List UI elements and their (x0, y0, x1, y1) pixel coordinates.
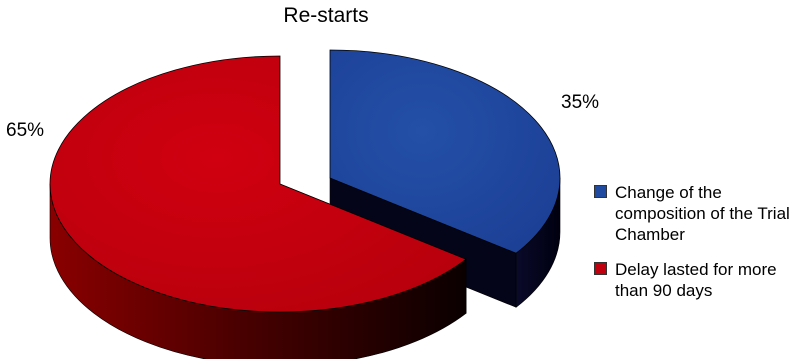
legend-swatch-red (594, 262, 607, 275)
slice-label-delay: 65% (6, 120, 45, 141)
slice-change-composition (329, 49, 561, 254)
slice-delay (49, 55, 467, 313)
chart-title: Re-starts (283, 4, 369, 27)
legend-label: Change of the composition of the Trial C… (615, 183, 790, 244)
legend-swatch-blue (594, 185, 607, 198)
slice-label-change-composition: 35% (561, 92, 600, 113)
legend-item-delay: Delay lasted for more than 90 days (594, 259, 801, 301)
legend-label: Delay lasted for more than 90 days (615, 260, 777, 300)
legend-item-change-composition: Change of the composition of the Trial C… (594, 182, 801, 245)
legend: Change of the composition of the Trial C… (594, 182, 801, 315)
